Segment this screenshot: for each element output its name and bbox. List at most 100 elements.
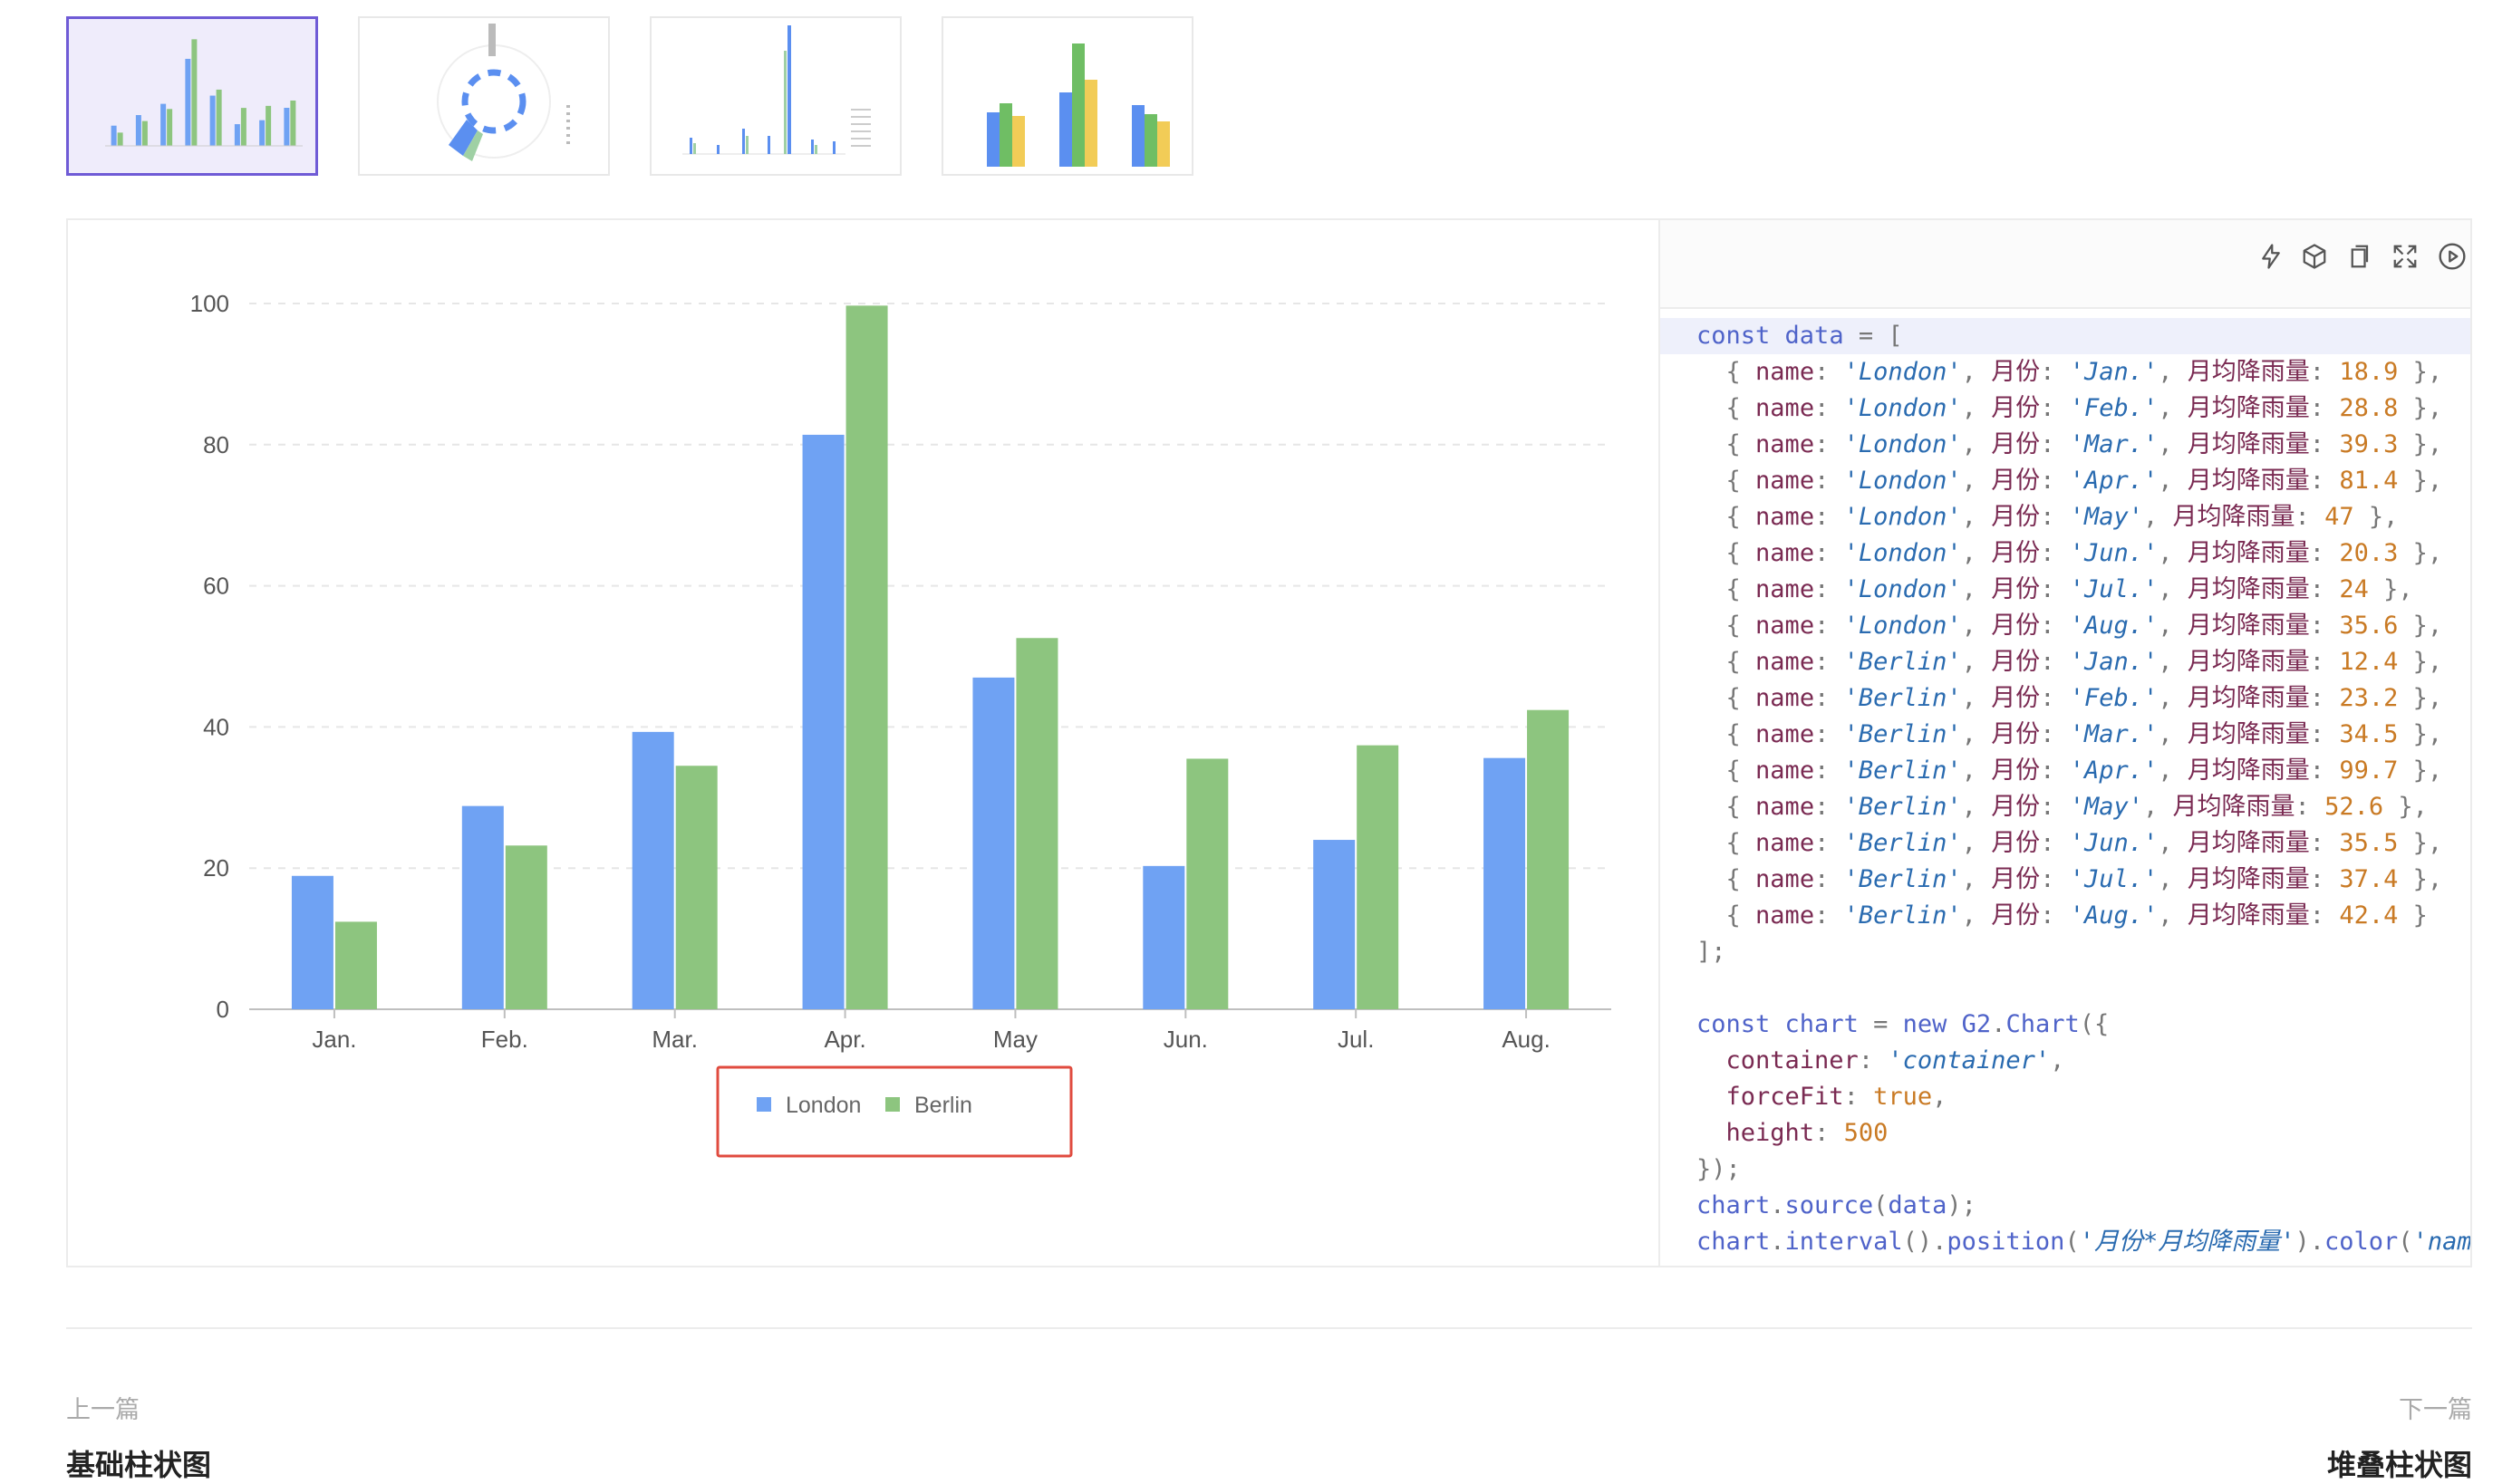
thumbnail-grouped-bar-preview <box>105 39 303 147</box>
x-tick-label: Feb. <box>481 1026 528 1053</box>
y-tick-label: 100 <box>190 290 229 317</box>
thumbnail-bar <box>290 100 296 146</box>
bar-berlin <box>1357 745 1399 1009</box>
code-line[interactable]: { name: 'Berlin', 月份: 'Apr.', 月均降雨量: 99.… <box>1725 756 2443 785</box>
code-line[interactable]: .adjust([{ <box>1660 1260 2470 1266</box>
bar-berlin <box>505 845 547 1009</box>
legend-label-berlin[interactable]: Berlin <box>914 1093 972 1118</box>
thumbnail-polar-bar-preview <box>437 24 570 161</box>
thumbnail-three-bar-preview <box>987 43 1170 167</box>
code-line[interactable]: forceFit: true, <box>1725 1083 1947 1111</box>
lightning-icon[interactable] <box>2251 236 2291 276</box>
code-line[interactable]: chart.interval().position('月份*月均降雨量').co… <box>1696 1228 2470 1256</box>
legend-label-london[interactable]: London <box>786 1093 861 1118</box>
code-line[interactable]: { name: 'London', 月份: 'Jun.', 月均降雨量: 20.… <box>1725 539 2443 567</box>
bar-berlin <box>1527 709 1570 1009</box>
code-line[interactable]: chart.source(data); <box>1696 1191 1976 1219</box>
prev-label: 上一篇 <box>66 1396 140 1423</box>
x-tick-label: May <box>993 1026 1038 1053</box>
code-line[interactable]: { name: 'Berlin', 月份: 'Jul.', 月均降雨量: 37.… <box>1725 865 2443 893</box>
code-line[interactable]: { name: 'London', 月份: 'Apr.', 月均降雨量: 81.… <box>1725 467 2443 495</box>
bar-berlin <box>334 921 377 1009</box>
code-line[interactable]: { name: 'London', 月份: 'Jan.', 月均降雨量: 18.… <box>1725 358 2443 386</box>
x-tick-label: Apr. <box>824 1026 865 1053</box>
thumbnail-bar <box>234 124 240 146</box>
grouped-bar-chart: 0 20 40 60 80 100 Jan. Feb. Mar. Apr. May Jun. Jul. A… <box>190 290 1611 1158</box>
thumbnail-bar <box>111 125 117 146</box>
bar-berlin <box>1016 638 1058 1009</box>
thumbnail-polar-bar[interactable] <box>358 16 610 176</box>
thumbnail-bar <box>191 39 198 146</box>
code-line[interactable]: { name: 'Berlin', 月份: 'Jan.', 月均降雨量: 12.… <box>1725 648 2443 676</box>
bar-london <box>632 731 674 1009</box>
thumbnail-bar <box>284 107 290 146</box>
bar-berlin <box>675 766 718 1009</box>
thumbnail-multi-bar-preview <box>682 25 871 155</box>
legend-marker-berlin <box>885 1097 900 1112</box>
bar-london <box>1313 840 1356 1009</box>
y-tick-label: 40 <box>203 713 229 740</box>
x-tick-label: Aug. <box>1502 1026 1551 1053</box>
bar-london <box>291 875 333 1009</box>
thumbnail-grouped-bar[interactable] <box>66 16 318 176</box>
bar-berlin <box>1186 758 1229 1009</box>
y-tick-label: 80 <box>203 431 229 458</box>
x-tick-label: Mar. <box>652 1026 698 1053</box>
thumbnail-bar <box>117 132 123 146</box>
thumbnail-bar <box>259 120 266 146</box>
thumbnail-bar <box>167 109 173 146</box>
thumbnail-three-bar[interactable] <box>942 16 1193 176</box>
code-line[interactable]: const data = [ <box>1660 318 2470 354</box>
chart-area: 0 20 40 60 80 100 Jan. Feb. Mar. Apr. May Jun. Jul. A… <box>68 220 1658 1266</box>
bar-london <box>1143 865 1185 1009</box>
next-label: 下一篇 <box>2399 1396 2472 1423</box>
y-tick-label: 20 <box>203 854 229 882</box>
code-line[interactable] <box>1660 970 2470 1007</box>
bar-london <box>972 677 1015 1009</box>
code-line[interactable]: const chart = new G2.Chart({ <box>1696 1010 2110 1038</box>
x-tick-label: Jun. <box>1164 1026 1208 1053</box>
code-line[interactable]: { name: 'London', 月份: 'Feb.', 月均降雨量: 28.… <box>1725 394 2443 422</box>
cube-icon[interactable] <box>2295 236 2334 276</box>
code-editor[interactable]: const data = [ { name: 'London', 月份: 'Ja… <box>1658 220 2470 1266</box>
y-tick-label: 60 <box>203 573 229 600</box>
code-line[interactable]: container: 'container', <box>1725 1046 2065 1074</box>
thumbnail-bar <box>240 108 246 146</box>
thumbnail-bar <box>141 120 148 146</box>
code-toolbar <box>1660 220 2470 309</box>
code-line[interactable]: { name: 'Berlin', 月份: 'Jun.', 月均降雨量: 35.… <box>1725 829 2443 857</box>
x-tick-label: Jul. <box>1338 1026 1374 1053</box>
code-line[interactable]: { name: 'Berlin', 月份: 'Feb.', 月均降雨量: 23.… <box>1725 684 2443 712</box>
copy-icon[interactable] <box>2338 236 2378 276</box>
play-icon[interactable] <box>2432 236 2470 276</box>
code-line[interactable]: { name: 'London', 月份: 'May', 月均降雨量: 47 }… <box>1725 503 2399 531</box>
prev-article-link[interactable]: 基础柱状图 <box>66 1449 212 1481</box>
fullscreen-icon[interactable] <box>2385 236 2425 276</box>
example-panel: 0 20 40 60 80 100 Jan. Feb. Mar. Apr. May Jun. Jul. A… <box>66 218 2472 1267</box>
x-tick-label: Jan. <box>312 1026 356 1053</box>
code-line[interactable]: ]; <box>1696 938 1726 966</box>
code-line[interactable]: { name: 'London', 月份: 'Jul.', 月均降雨量: 24 … <box>1725 575 2413 603</box>
footer-divider <box>66 1327 2472 1329</box>
code-line[interactable]: { name: 'London', 月份: 'Aug.', 月均降雨量: 35.… <box>1725 612 2443 640</box>
code-line[interactable]: { name: 'London', 月份: 'Mar.', 月均降雨量: 39.… <box>1725 430 2443 458</box>
bar-london <box>1483 757 1526 1009</box>
legend-highlight-box <box>716 1065 1073 1158</box>
code-content[interactable]: const data = [ { name: 'London', 月份: 'Ja… <box>1660 309 2470 1266</box>
code-line[interactable]: { name: 'Berlin', 月份: 'Mar.', 月均降雨量: 34.… <box>1725 720 2443 748</box>
thumbnail-bar <box>216 89 222 146</box>
code-line[interactable]: { name: 'Berlin', 月份: 'Aug.', 月均降雨量: 42.… <box>1725 901 2428 930</box>
bar-london <box>802 434 845 1009</box>
thumbnail-bar <box>266 105 272 146</box>
code-line[interactable]: { name: 'Berlin', 月份: 'May', 月均降雨量: 52.6… <box>1725 793 2428 821</box>
thumbnail-bar <box>160 103 167 146</box>
thumbnail-bar <box>209 95 216 146</box>
next-article-link[interactable]: 堆叠柱状图 <box>2326 1449 2472 1481</box>
legend-marker-london <box>757 1097 771 1112</box>
thumbnail-bar <box>185 58 191 146</box>
code-line[interactable]: height: 500 <box>1725 1119 1889 1147</box>
thumbnail-multi-bar[interactable] <box>650 16 902 176</box>
code-line[interactable]: }); <box>1696 1155 1741 1183</box>
bar-berlin <box>845 305 888 1009</box>
y-tick-label: 0 <box>217 996 229 1023</box>
